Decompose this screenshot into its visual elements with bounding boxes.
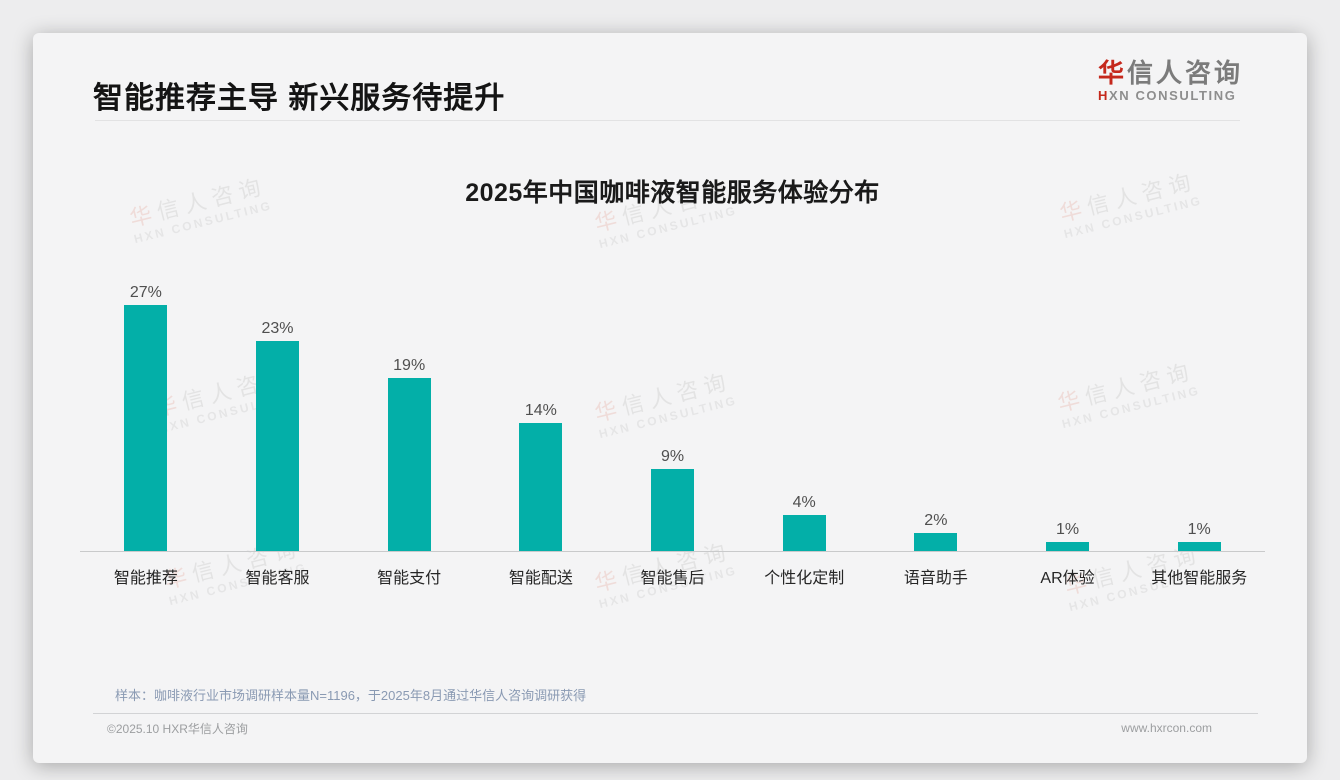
copyright-text: ©2025.10 HXR华信人咨询	[107, 722, 248, 736]
bar	[124, 305, 168, 551]
bar-value-label: 14%	[524, 402, 557, 419]
brand-logo-english: HXN CONSULTING	[1097, 87, 1243, 103]
x-axis-category-labels: 智能推荐 智能客服 智能支付 智能配送 智能售后 个性化定制 语音助手 AR体验 其他智能服务	[80, 552, 1265, 588]
bar-value-label: 2%	[924, 512, 948, 529]
bar-value-label: 19%	[393, 357, 426, 374]
bar	[782, 515, 826, 551]
category-label: AR体验	[1040, 570, 1095, 587]
category-label: 其他智能服务	[1151, 570, 1248, 587]
bar	[387, 378, 431, 551]
bar-column: 23%	[212, 271, 344, 551]
bar-column: 27%	[80, 271, 212, 551]
brand-logo-en-text: XN CONSULTING	[1108, 87, 1237, 103]
bar	[256, 341, 299, 551]
category-label: 智能售后	[640, 570, 705, 587]
website-url: www.hxrcon.com	[1121, 721, 1212, 735]
category-label: 语音助手	[903, 570, 968, 587]
bar-value-label: 1%	[1187, 521, 1211, 538]
brand-logo-accent-char: 华	[1097, 58, 1127, 88]
header-divider	[95, 120, 1240, 121]
bar	[914, 533, 958, 551]
page-title: 智能推荐主导 新兴服务待提升	[93, 82, 506, 115]
footer-divider	[93, 713, 1258, 714]
bar	[651, 469, 695, 551]
brand-logo-en-accent: H	[1097, 87, 1109, 103]
bar	[1046, 542, 1090, 551]
bar-value-label: 23%	[261, 320, 294, 337]
bar-column: 1%	[1002, 271, 1134, 551]
category-label: 智能客服	[245, 570, 310, 587]
sample-note: 样本：咖啡液行业市场调研样本量N=1196，于2025年8月通过华信人咨询调研获…	[115, 688, 587, 703]
bar-chart: 27% 23% 19% 14% 9% 4% 2% 1% 1%	[80, 271, 1265, 552]
bar-value-label: 9%	[660, 448, 685, 465]
bar-column: 9%	[607, 271, 739, 551]
bar-value-label: 4%	[792, 494, 816, 511]
bar	[519, 423, 563, 551]
brand-logo-cn-text: 信人咨询	[1126, 58, 1243, 88]
category-label: 个性化定制	[764, 570, 845, 587]
slide-card: 智能推荐主导 新兴服务待提升 华信人咨询 HXN CONSULTING 2025…	[33, 33, 1307, 763]
category-label: 智能支付	[377, 570, 442, 587]
brand-logo: 华信人咨询 HXN CONSULTING	[1097, 58, 1243, 103]
bar-column: 14%	[475, 271, 607, 551]
brand-logo-chinese: 华信人咨询	[1097, 58, 1243, 89]
bar-column: 19%	[343, 271, 475, 551]
category-label: 智能推荐	[113, 570, 178, 587]
category-label: 智能配送	[508, 570, 573, 587]
bar-column: 4%	[738, 271, 870, 551]
bar	[1177, 542, 1221, 551]
bar-column: 1%	[1133, 271, 1265, 551]
bar-value-label: 27%	[129, 284, 162, 301]
bar-value-label: 1%	[1055, 521, 1080, 538]
bar-column: 2%	[870, 271, 1002, 551]
chart-title: 2025年中国咖啡液智能服务体验分布	[465, 179, 880, 207]
